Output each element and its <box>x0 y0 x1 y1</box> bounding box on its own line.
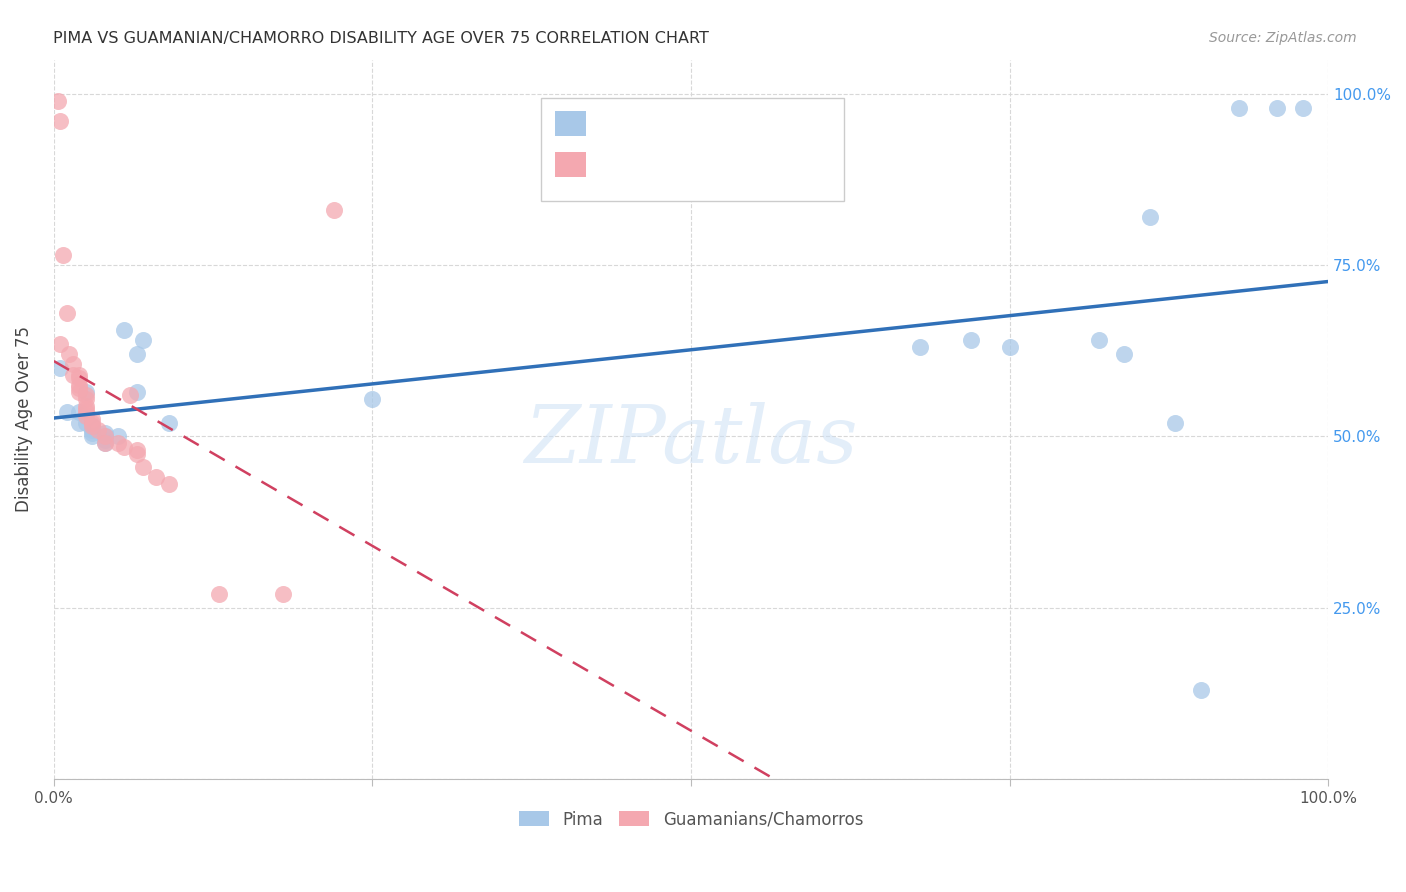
Point <box>75 409 97 423</box>
Point <box>1139 210 1161 224</box>
Point <box>80 416 103 430</box>
Point <box>67 384 90 399</box>
Point <box>67 371 90 385</box>
Point <box>94 433 117 447</box>
Point <box>208 587 231 601</box>
Text: R = 0.083: R = 0.083 <box>593 152 692 169</box>
Point <box>49 114 72 128</box>
Point <box>157 477 180 491</box>
Point <box>998 340 1021 354</box>
Point <box>94 436 117 450</box>
Point <box>361 392 384 406</box>
Point <box>125 384 148 399</box>
Point <box>145 470 167 484</box>
Point <box>125 446 148 460</box>
Point <box>80 412 103 426</box>
Point <box>94 425 117 440</box>
Point <box>1189 682 1212 697</box>
Point <box>67 416 90 430</box>
Point <box>67 405 90 419</box>
Point <box>132 460 155 475</box>
Point <box>80 419 103 434</box>
Point <box>67 381 90 395</box>
Point <box>120 388 142 402</box>
Point <box>80 423 103 437</box>
Point <box>87 423 110 437</box>
Point <box>75 405 97 419</box>
Point <box>112 440 135 454</box>
Point <box>94 436 117 450</box>
Point <box>1114 347 1136 361</box>
Point <box>62 368 84 382</box>
Point <box>75 399 97 413</box>
Point <box>58 347 80 361</box>
Legend: Pima, Guamanians/Chamorros: Pima, Guamanians/Chamorros <box>512 804 870 835</box>
Point <box>1164 416 1187 430</box>
Point <box>323 203 346 218</box>
Point <box>55 405 77 419</box>
Point <box>67 378 90 392</box>
Point <box>125 347 148 361</box>
Point <box>107 436 129 450</box>
Point <box>55 306 77 320</box>
Point <box>62 358 84 372</box>
Point <box>271 587 294 601</box>
Point <box>132 334 155 348</box>
Point <box>75 402 97 417</box>
Point <box>67 368 90 382</box>
Point <box>107 429 129 443</box>
Text: N = 27: N = 27 <box>720 112 787 130</box>
Point <box>46 94 69 108</box>
Point <box>75 388 97 402</box>
Text: N = 35: N = 35 <box>720 152 787 169</box>
Text: Source: ZipAtlas.com: Source: ZipAtlas.com <box>1209 31 1357 45</box>
Point <box>52 248 75 262</box>
Point <box>1291 101 1313 115</box>
Point <box>1227 101 1250 115</box>
Point <box>49 360 72 375</box>
Point <box>94 429 117 443</box>
Point <box>910 340 932 354</box>
Text: R = 0.355: R = 0.355 <box>593 112 692 130</box>
Y-axis label: Disability Age Over 75: Disability Age Over 75 <box>15 326 32 512</box>
Point <box>75 416 97 430</box>
Point <box>1087 334 1109 348</box>
Point <box>75 392 97 406</box>
Point <box>80 429 103 443</box>
Point <box>75 384 97 399</box>
Point <box>157 416 180 430</box>
Text: ZIPatlas: ZIPatlas <box>524 402 858 480</box>
Point <box>112 323 135 337</box>
Point <box>94 429 117 443</box>
Point <box>80 419 103 434</box>
Point <box>49 337 72 351</box>
Text: PIMA VS GUAMANIAN/CHAMORRO DISABILITY AGE OVER 75 CORRELATION CHART: PIMA VS GUAMANIAN/CHAMORRO DISABILITY AG… <box>53 31 709 46</box>
Point <box>960 334 983 348</box>
Point <box>1265 101 1288 115</box>
Point <box>80 425 103 440</box>
Point <box>125 443 148 458</box>
